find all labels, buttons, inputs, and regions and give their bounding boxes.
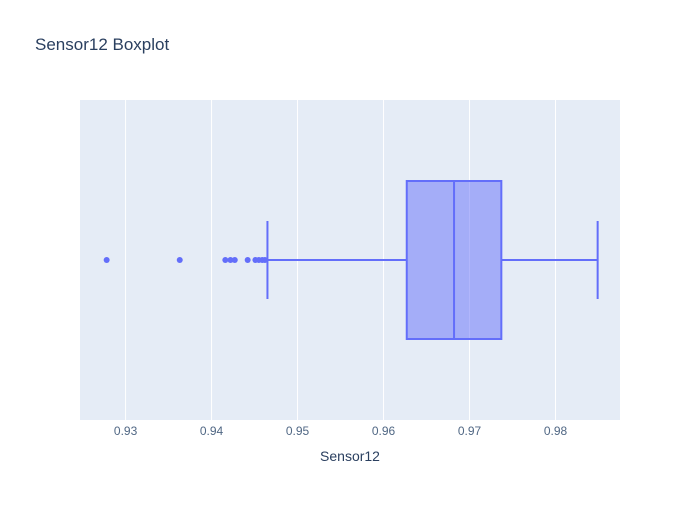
box-trace[interactable] [266,180,599,340]
x-tick-label: 0.96 [372,424,396,438]
chart-title: Sensor12 Boxplot [35,35,169,54]
x-tick-label: 0.95 [286,424,310,438]
x-axis-label: Sensor12 [320,448,380,464]
outlier-point[interactable] [231,257,238,263]
outlier-points[interactable] [103,257,268,263]
outlier-point[interactable] [103,257,110,263]
x-tick-label: 0.97 [458,424,482,438]
x-axis-ticks: 0.93 0.94 0.95 0.96 0.97 0.98 [114,424,568,438]
x-tick-label: 0.98 [544,424,568,438]
outlier-point[interactable] [261,257,268,263]
outlier-point[interactable] [222,257,229,263]
outlier-point[interactable] [244,257,251,263]
outlier-point[interactable] [227,257,234,263]
outlier-point[interactable] [176,257,183,263]
x-tick-label: 0.94 [200,424,224,438]
x-tick-label: 0.93 [114,424,138,438]
